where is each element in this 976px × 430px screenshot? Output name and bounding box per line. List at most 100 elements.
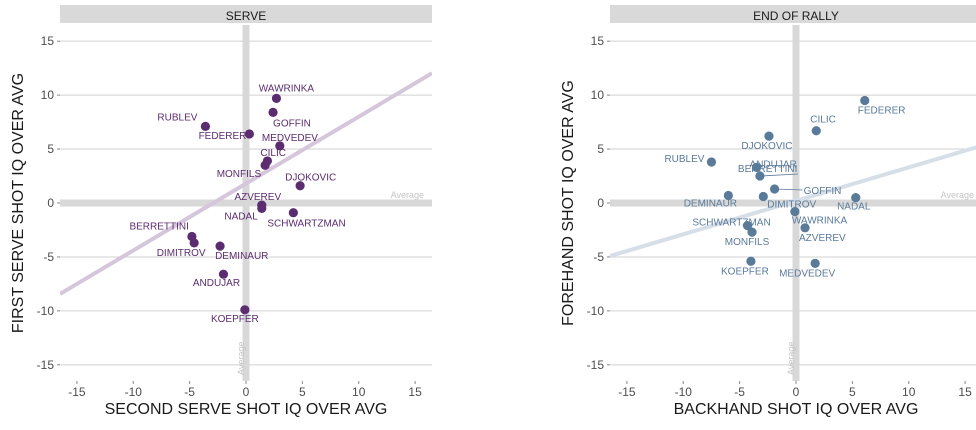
x-tick-label: -10	[675, 385, 693, 399]
point-label: DIMITROV	[767, 200, 816, 211]
point-label: DJOKOVIC	[285, 173, 336, 184]
y-tick-label: 0	[47, 196, 54, 210]
point-label: NADAL	[224, 211, 258, 222]
point-label: WAWRINKA	[792, 216, 848, 227]
y-tick-label: -15	[37, 358, 55, 372]
point-label: GOFFIN	[273, 118, 311, 129]
x-axis-title: BACKHAND SHOT IQ OVER AVG	[674, 401, 919, 418]
y-tick-label: 0	[597, 196, 604, 210]
x-tick-label: 5	[849, 385, 856, 399]
data-point	[860, 95, 870, 106]
x-tick-label: -5	[734, 385, 745, 399]
data-point	[271, 93, 282, 103]
point-label: MEDVEDEV	[262, 133, 318, 144]
point-label: RUBLEV	[157, 112, 197, 123]
y-tick-label: -5	[43, 250, 54, 264]
point-label: DJOKOVIC	[741, 141, 792, 152]
data-point	[189, 238, 199, 248]
x-tick-label: 0	[793, 385, 800, 399]
data-point	[810, 258, 820, 269]
point-label: BERRETTINI	[129, 221, 188, 232]
y-tick-label: 10	[591, 88, 605, 102]
data-point	[746, 256, 756, 266]
data-point	[240, 305, 250, 315]
x-tick-label: 10	[352, 385, 366, 399]
chart-panel-2: END OF RALLY Average Average FEDERER CILIC DJ…	[560, 5, 976, 418]
facet-title: SERVE	[226, 9, 266, 23]
point-label: FEDERER	[858, 106, 906, 117]
point-label: DIMITROV	[157, 248, 206, 259]
point-label: CILIC	[260, 148, 286, 159]
average-label-horizontal: Average	[391, 190, 424, 200]
data-point	[295, 181, 305, 191]
point-label: DEMINAUR	[215, 251, 268, 262]
x-tick-label: -15	[68, 385, 86, 399]
x-tick-label: 5	[299, 385, 306, 399]
y-tick-label: 5	[597, 142, 604, 156]
x-tick-label: 15	[958, 385, 972, 399]
point-label: ANDUJAR	[193, 278, 240, 289]
leader-line	[774, 188, 803, 191]
x-axis-title: SECOND SERVE SHOT IQ OVER AVG	[105, 401, 388, 418]
point-label: RUBLEV	[664, 154, 704, 165]
point-label: DEMINAUR	[684, 198, 737, 209]
plot-area: Average Average WAWRINKA GOFFIN RUBLEVFEDERE…	[60, 25, 432, 381]
trend-line	[610, 145, 976, 258]
chart-panel-1: SERVEAverageAverageWAWRINKAGOFFINRUBLEVF…	[10, 5, 432, 418]
point-label: KOEPFER	[721, 266, 769, 277]
point-label: MONFILS	[725, 237, 770, 248]
leader-line	[759, 173, 798, 177]
data-point	[288, 208, 298, 218]
facet-strip	[610, 5, 976, 23]
point-label: MONFILS	[217, 169, 262, 180]
x-tick-label: 10	[902, 385, 916, 399]
x-tick-label: -10	[125, 385, 143, 399]
y-tick-label: -15	[587, 358, 605, 372]
data-point	[742, 221, 753, 231]
point-label: AZVEREV	[799, 233, 846, 244]
point-label: KOEPFER	[211, 314, 259, 325]
y-tick-label: 15	[41, 34, 55, 48]
facet-title: END OF RALLY	[753, 9, 839, 23]
x-tick-label: -15	[618, 385, 636, 399]
data-point	[764, 131, 774, 141]
x-tick-label: -5	[184, 385, 195, 399]
point-label: SCHWARTZMAN	[692, 218, 770, 229]
y-tick-label: -5	[593, 250, 604, 264]
average-label-vertical: Average	[786, 342, 796, 375]
point-label: BERRETTINI	[738, 164, 797, 175]
x-tick-label: 15	[408, 385, 422, 399]
average-label-horizontal: Average	[941, 190, 974, 200]
data-point	[244, 129, 254, 139]
point-label: SCHWARTZMAN	[267, 219, 345, 230]
y-tick-label: -10	[587, 304, 605, 318]
data-point	[851, 193, 861, 203]
x-tick-label: 0	[243, 385, 250, 399]
data-point	[758, 191, 768, 202]
point-label: AZVEREV	[234, 192, 281, 203]
trend-line	[60, 71, 432, 296]
data-point	[769, 184, 780, 194]
point-label: ANDUJAR	[750, 159, 797, 170]
y-axis-title: FOREHAND SHOT IQ OVER AVG	[560, 80, 577, 326]
data-point	[268, 107, 278, 117]
data-point	[215, 241, 225, 251]
plot-area: Average Average FEDERER CILIC DJOKOVIC RUBLEV…	[610, 25, 976, 381]
point-label: CILIC	[810, 115, 836, 126]
data-point	[257, 203, 267, 213]
point-label: GOFFIN	[804, 186, 842, 197]
y-tick-label: 15	[591, 34, 605, 48]
data-point	[790, 207, 800, 217]
data-point	[747, 227, 757, 237]
data-point	[218, 269, 229, 279]
point-label: FEDERER	[199, 131, 247, 142]
average-label-vertical: Average	[236, 342, 246, 375]
data-point	[751, 162, 762, 172]
data-point	[811, 126, 821, 136]
y-tick-label: -10	[37, 304, 55, 318]
y-axis-title: FIRST SERVE SHOT IQ OVER AVG	[10, 73, 27, 333]
data-point	[755, 171, 765, 181]
data-point	[260, 160, 270, 170]
